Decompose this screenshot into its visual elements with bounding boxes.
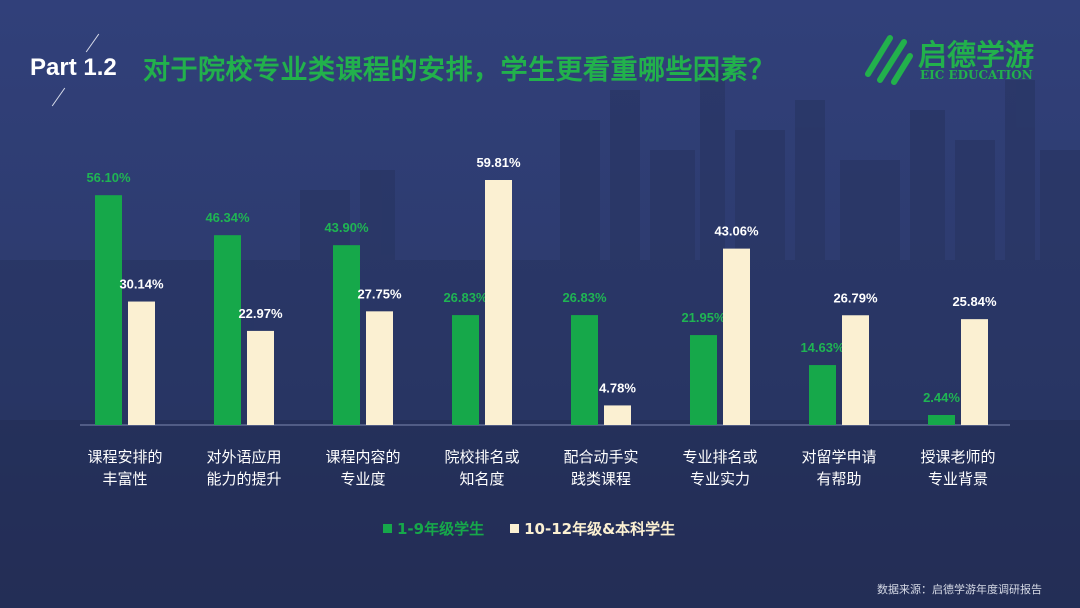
legend: 1-9年级学生 10-12年级&本科学生 [383,518,675,539]
data-label-series-1-1: 56.10% [86,170,131,185]
category-label-2-line-1: 对外语应用 [206,448,281,466]
data-label-series-1-5: 26.83% [562,290,607,305]
category-label-7-line-2: 有帮助 [816,470,861,488]
category-label-5-line-1: 配合动手实 [563,448,638,466]
bar-series-1-4 [452,315,479,425]
data-label-series-1-2: 46.34% [205,210,250,225]
data-label-series-2-1: 30.14% [119,277,164,292]
category-label-5-line-2: 践类课程 [571,470,631,488]
brand-name: 启德学游 [918,38,1035,72]
category-label-2-line-2: 能力的提升 [206,470,281,488]
brand-subtitle: EIC EDUCATION [920,68,1033,82]
bar-series-1-3 [333,245,360,425]
data-label-series-2-6: 43.06% [714,224,759,239]
bar-series-1-8 [928,415,955,425]
data-label-series-1-8: 2.44% [923,390,960,405]
category-label-1-line-1: 课程安排的 [87,448,162,466]
legend-swatch-series-2 [510,524,520,533]
data-label-series-2-3: 27.75% [357,286,402,301]
bar-series-2-2 [247,330,274,425]
bar-series-2-3 [366,311,393,425]
bar-series-2-6 [723,248,750,425]
bar-series-1-7 [809,365,836,425]
data-label-series-2-5: 4.78% [599,380,636,395]
bar-series-2-5 [604,405,631,425]
bar-series-2-8 [961,319,988,425]
legend-label-series-1: 1-9年级学生 [397,520,485,538]
data-label-series-2-7: 26.79% [833,290,878,305]
category-label-3-line-1: 课程内容的 [325,448,400,466]
category-label-1-line-2: 丰富性 [102,470,147,488]
legend-swatch-series-1 [383,524,392,533]
category-label-8-line-2: 专业背景 [928,470,988,488]
legend-label-series-2: 10-12年级&本科学生 [524,520,676,538]
data-label-series-2-8: 25.84% [952,294,997,309]
category-label-3-line-2: 专业度 [340,470,385,488]
category-label-7-line-1: 对留学申请 [801,448,876,466]
slide-title: 对于院校专业类课程的安排，学生更看重哪些因素？ [143,55,776,86]
data-label-series-1-7: 14.63% [800,340,845,355]
legend-item-series-1: 1-9年级学生 [383,518,484,539]
bar-series-1-6 [690,335,717,425]
data-label-series-1-4: 26.83% [443,290,488,305]
legend-item-series-2: 10-12年级&本科学生 [510,518,675,539]
category-label-4-line-1: 院校排名或 [444,448,519,466]
brand-logo: 启德学游 EIC EDUCATION [860,30,1060,90]
data-label-series-1-6: 21.95% [681,310,726,325]
bar-series-1-2 [214,235,241,425]
category-label-6-line-1: 专业排名或 [682,448,757,466]
part-label: Part 1.2 [30,54,117,81]
data-source-note: 数据来源：启德学游年度调研报告 [877,583,1042,596]
data-label-series-2-4: 59.81% [476,155,521,170]
bar-series-2-4 [485,180,512,425]
bar-series-1-5 [571,315,598,425]
brand-logo-icon [865,35,913,85]
bar-series-2-7 [842,315,869,425]
category-label-4-line-2: 知名度 [459,470,504,488]
category-label-8-line-1: 授课老师的 [920,448,995,466]
bar-series-2-1 [128,301,155,425]
bar-series-1-1 [95,195,122,425]
category-label-6-line-2: 专业实力 [690,470,750,488]
data-label-series-1-3: 43.90% [324,220,369,235]
data-label-series-2-2: 22.97% [238,306,283,321]
